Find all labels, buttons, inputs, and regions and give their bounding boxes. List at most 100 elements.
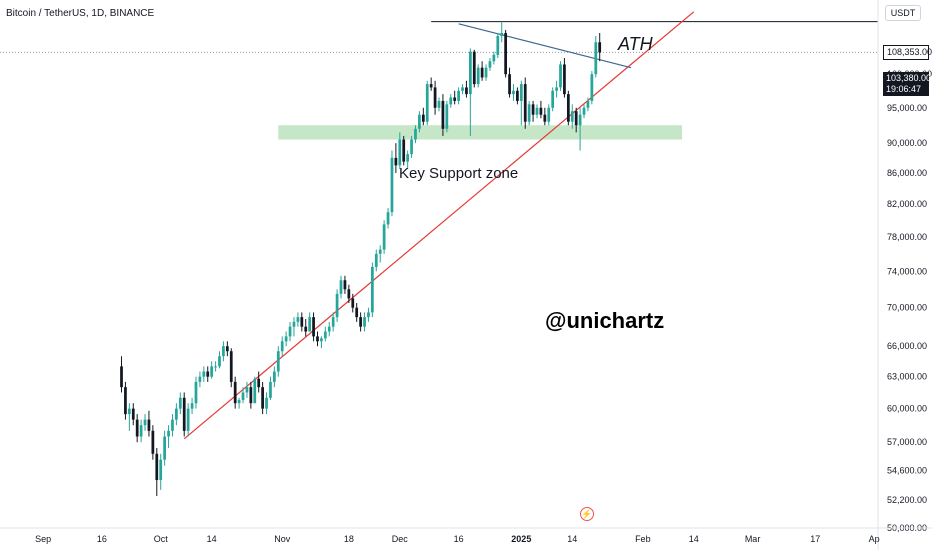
ath-price-tag: 108,353.00 <box>883 45 932 60</box>
candle-body <box>249 387 253 404</box>
candle-body <box>500 32 504 37</box>
candle-body <box>504 32 508 75</box>
candle-body <box>253 378 257 404</box>
candle-body <box>241 392 245 400</box>
candle-body <box>398 139 402 166</box>
candle-body <box>418 114 421 129</box>
candle-body <box>406 154 410 162</box>
time-tick-label: 14 <box>689 534 699 544</box>
candle-body <box>198 376 202 382</box>
candle-body <box>210 366 214 377</box>
time-axis[interactable]: Sep 16 Oct 14 Nov 18 Dec 16 2025 14 Feb 14 Mar 17 Ap <box>0 527 932 544</box>
candle-body <box>402 139 406 162</box>
candle-body <box>386 212 390 225</box>
candle-body <box>433 87 437 108</box>
candle-body <box>480 67 484 78</box>
time-tick-label: 14 <box>567 534 577 544</box>
candle-body <box>410 139 413 155</box>
candle-body <box>519 84 523 101</box>
candle-body <box>292 321 296 327</box>
candle-body <box>233 381 237 404</box>
candle-body <box>512 90 515 95</box>
candle-body <box>167 430 170 437</box>
price-tick-label: 54,600.00 <box>887 465 927 475</box>
candle-body <box>437 100 441 108</box>
time-tick-label: Ap <box>869 534 880 544</box>
candle-body <box>300 317 304 327</box>
time-tick-label: 17 <box>810 534 820 544</box>
candle-body <box>566 94 570 122</box>
time-tick-label: 16 <box>97 534 107 544</box>
ath-label: ATH <box>618 34 653 54</box>
candle-body <box>308 317 312 332</box>
candle-body <box>159 459 163 481</box>
candle-body <box>120 366 123 388</box>
candle-body <box>178 397 182 409</box>
candle-body <box>382 224 386 250</box>
candle-body <box>284 336 288 342</box>
candle-body <box>414 128 417 140</box>
candle-body <box>202 371 206 377</box>
replay-lightning-icon[interactable]: ⚡ <box>580 507 594 521</box>
candle-body <box>273 371 276 382</box>
candle-body <box>229 351 233 382</box>
candle-body <box>351 298 355 308</box>
candle-body <box>151 430 155 454</box>
support-zone-label: Key Support zone <box>399 165 519 182</box>
candle-body <box>421 114 425 122</box>
candle-body <box>551 90 555 108</box>
candle-body <box>539 107 543 115</box>
candle-body <box>472 51 476 85</box>
price-tick-label: 63,000.00 <box>887 372 927 382</box>
time-tick-label: Dec <box>392 534 409 544</box>
candle-body <box>496 36 500 55</box>
candle-body <box>555 87 558 91</box>
time-tick-label: Nov <box>274 534 291 544</box>
candle-body <box>257 378 261 388</box>
watermark-text: @unichartz <box>541 306 669 336</box>
time-tick-label: Oct <box>154 534 169 544</box>
price-tick-label: 57,000.00 <box>887 437 927 447</box>
candle-body <box>237 399 241 404</box>
time-tick-label: 16 <box>454 534 464 544</box>
candle-body <box>190 403 194 409</box>
time-tick-label: Sep <box>35 534 51 544</box>
descending-trendline <box>458 23 632 69</box>
candle-body <box>570 111 574 122</box>
currency-button[interactable]: USDT <box>885 5 921 21</box>
candle-body <box>429 84 433 88</box>
candle-body <box>390 157 394 213</box>
candle-body <box>594 42 598 75</box>
candle-body <box>598 42 602 53</box>
time-tick-label: 18 <box>344 534 354 544</box>
support-zone-layer <box>278 125 683 140</box>
candle-body <box>222 346 225 357</box>
candle-body <box>492 54 496 62</box>
time-tick-label: Feb <box>635 534 651 544</box>
candle-body <box>563 64 566 95</box>
price-tick-label: 90,000.00 <box>887 138 927 148</box>
candle-body <box>225 346 229 352</box>
last-price-tag: 103,380.00 19:06:47 <box>883 72 931 96</box>
candle-body <box>194 381 198 404</box>
price-tick-label: 60,000.00 <box>887 404 927 414</box>
candle-body <box>394 157 398 166</box>
candle-body <box>175 408 178 420</box>
candle-body <box>276 351 280 372</box>
price-tick-label: 78,000.00 <box>887 232 927 242</box>
candle-body <box>590 74 594 101</box>
symbol-title[interactable]: Bitcoin / TetherUS, 1D, BINANCE <box>6 8 155 19</box>
candle-body <box>370 266 374 313</box>
price-tick-label: 74,000.00 <box>887 266 927 276</box>
candles-layer <box>120 21 602 497</box>
candle-body <box>347 289 351 299</box>
candle-body <box>476 67 480 85</box>
candle-body <box>182 397 186 431</box>
candle-body <box>523 84 527 122</box>
price-tick-label: 82,000.00 <box>887 199 927 209</box>
candle-body <box>139 425 143 437</box>
candle-body <box>547 107 551 122</box>
candle-body <box>339 280 343 294</box>
